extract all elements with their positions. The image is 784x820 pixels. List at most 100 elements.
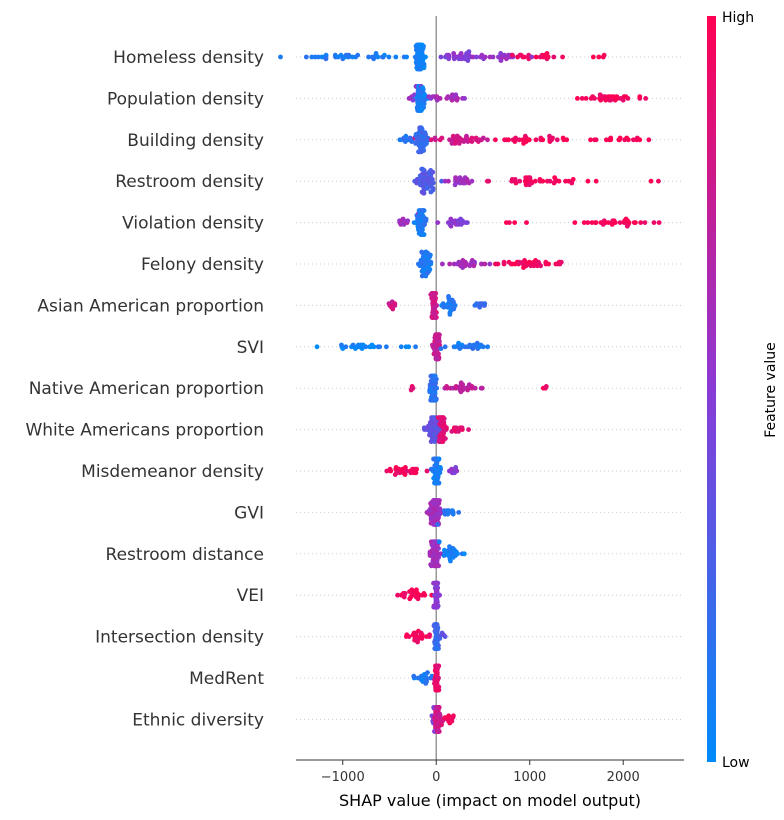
shap-point [536, 259, 541, 265]
shap-point [440, 301, 446, 306]
shap-point [521, 265, 526, 270]
shap-point [442, 178, 448, 184]
shap-point [414, 587, 419, 593]
shap-point [444, 384, 449, 389]
shap-point [551, 54, 557, 60]
shap-point [540, 178, 546, 184]
shap-point [617, 220, 623, 226]
shap-point [551, 180, 557, 186]
shap-point [411, 673, 417, 679]
shap-point [432, 373, 438, 379]
feature-label: VEI [237, 586, 264, 606]
shap-point [521, 54, 527, 60]
shap-point [404, 468, 410, 474]
shap-point [631, 137, 636, 143]
shap-point [455, 96, 460, 101]
shap-point [552, 175, 558, 181]
shap-point [441, 304, 447, 310]
shap-point [601, 52, 607, 58]
shap-point [375, 54, 381, 60]
feature-label: Building density [127, 131, 264, 151]
shap-point [482, 54, 488, 60]
shap-point [435, 729, 441, 734]
shap-point [434, 705, 439, 710]
shap-point [446, 52, 452, 58]
shap-point [421, 148, 427, 154]
shap-point [448, 223, 454, 229]
shap-point [428, 168, 434, 173]
shap-point [456, 141, 462, 146]
shap-point [315, 54, 321, 60]
shap-point [459, 177, 464, 182]
shap-points [278, 42, 662, 734]
shap-point [278, 54, 283, 60]
feature-label: GVI [234, 503, 264, 523]
shap-point [387, 466, 393, 472]
colorbar-gradient [707, 16, 716, 762]
shap-point [415, 596, 421, 602]
shap-point [419, 232, 425, 238]
shap-point [538, 263, 544, 269]
shap-point [608, 135, 614, 141]
shap-point [406, 344, 412, 350]
shap-point [469, 135, 475, 141]
shap-point [392, 301, 398, 306]
shap-point [466, 49, 472, 54]
shap-point [451, 51, 457, 56]
shap-point [438, 54, 444, 60]
shap-point [642, 220, 648, 226]
shap-point [428, 137, 434, 143]
shap-point [593, 137, 599, 143]
shap-point [428, 259, 434, 265]
shap-point [480, 344, 486, 350]
shap-point [560, 135, 566, 141]
shap-point [512, 177, 518, 182]
shap-point [434, 580, 440, 586]
shap-point [309, 54, 315, 60]
shap-point [516, 137, 522, 143]
shap-point [451, 261, 457, 267]
shap-point [453, 92, 459, 98]
shap-point [413, 470, 419, 476]
shap-point [414, 180, 420, 186]
feature-label: Native American proportion [29, 379, 264, 399]
shap-point [643, 96, 649, 101]
x-tick-label: −1000 [321, 770, 365, 785]
shap-point [458, 389, 464, 395]
shap-point [485, 137, 490, 143]
shap-point [623, 94, 629, 99]
shap-point [447, 261, 453, 267]
shap-point [529, 54, 535, 60]
shap-point [569, 180, 575, 186]
shap-point [428, 189, 434, 195]
shap-point [439, 261, 445, 267]
shap-point [464, 177, 470, 182]
shap-point [533, 137, 539, 143]
shap-point [504, 56, 509, 62]
shap-point [434, 303, 440, 308]
shap-point [512, 139, 518, 145]
shap-point [363, 344, 369, 350]
shap-point [404, 54, 409, 60]
shap-point [545, 54, 551, 60]
feature-label: Felony density [141, 255, 264, 275]
shap-point [392, 472, 398, 477]
shap-point [382, 52, 387, 58]
shap-point [338, 52, 344, 58]
shap-point [533, 54, 539, 60]
shap-point [464, 135, 470, 141]
shap-point [467, 263, 473, 269]
shap-point [371, 344, 377, 350]
shap-point [407, 596, 413, 602]
shap-point [449, 466, 454, 472]
shap-point [469, 178, 475, 184]
shap-point [401, 594, 407, 600]
shap-point [526, 137, 532, 143]
shap-point [402, 472, 408, 477]
shap-point [516, 259, 522, 265]
shap-point [425, 670, 430, 675]
shap-point [350, 342, 356, 348]
shap-point [458, 216, 463, 222]
feature-label: Misdemeanor density [81, 462, 264, 482]
shap-point [465, 58, 471, 63]
